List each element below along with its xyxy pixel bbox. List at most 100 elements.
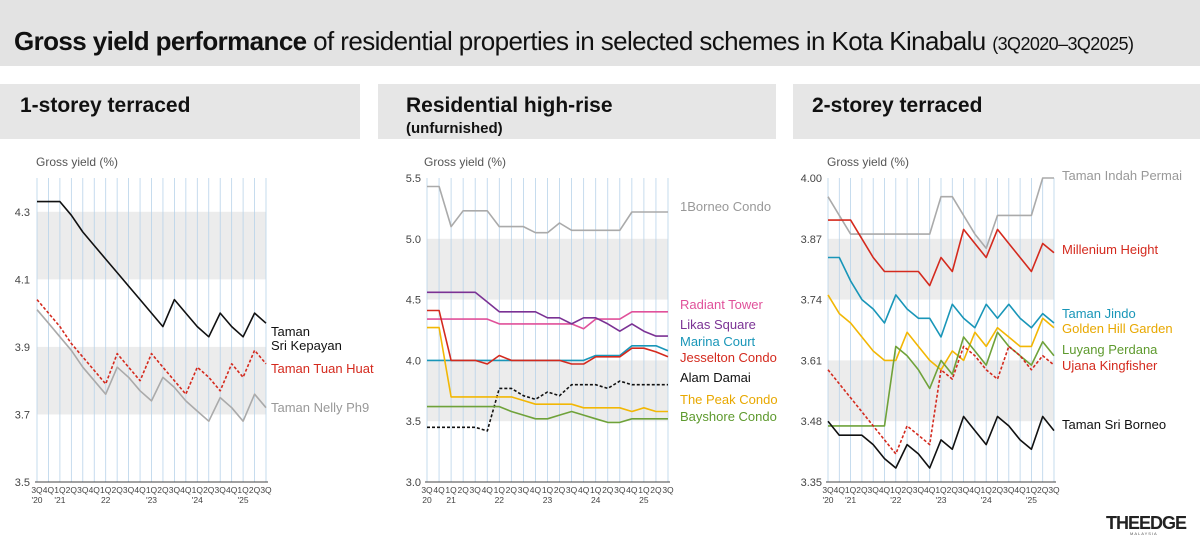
x-tick-label: 3Q xyxy=(958,485,970,495)
x-tick-label: 4Q xyxy=(226,485,238,495)
y-tick-label: 5.0 xyxy=(406,234,421,246)
series-label: Ujana Kingfisher xyxy=(1062,358,1158,373)
y-tick-label: 4.00 xyxy=(801,173,822,185)
x-tick-label: 2Q xyxy=(66,485,78,495)
x-tick-label: 2Q xyxy=(457,485,469,495)
y-tick-label: 4.3 xyxy=(15,207,30,219)
chart-3: Gross yield (%) 3.35 3.48 3.61 3.74 3.87 4.00 3… xyxy=(801,155,1182,505)
x-tick-year: 22 xyxy=(495,495,505,505)
panel-2-subtitle: (unfurnished) xyxy=(406,120,503,137)
x-tick-label: 2Q xyxy=(992,485,1004,495)
y-tick-label: 4.0 xyxy=(406,355,421,367)
y-tick-label: 3.74 xyxy=(801,295,822,307)
x-tick-label: 2Q xyxy=(1037,485,1049,495)
x-tick-label: 3Q xyxy=(566,485,578,495)
x-tick-label: 4Q xyxy=(1014,485,1026,495)
x-tick-label: 1Q xyxy=(845,485,857,495)
series-label: Taman Indah Permai xyxy=(1062,168,1182,183)
x-tick-label: 3Q xyxy=(913,485,925,495)
series-line-luyang-perdana xyxy=(828,331,1055,427)
y-tick-label: 3.5 xyxy=(406,416,421,428)
series-label: Millenium Height xyxy=(1062,242,1158,257)
series-line-taman-sri-kepayan xyxy=(37,200,267,338)
y-axis-label: Gross yield (%) xyxy=(36,155,118,169)
series-line-millenium-height xyxy=(828,219,1055,287)
panel-1-header xyxy=(0,84,360,139)
x-tick-label: 4Q xyxy=(834,485,846,495)
x-tick-label: 1Q xyxy=(981,485,993,495)
x-tick-year: '24 xyxy=(192,495,203,505)
x-tick-label: 1Q xyxy=(237,485,249,495)
series-line-alam-damai xyxy=(427,380,668,432)
y-tick-label: 3.9 xyxy=(15,342,30,354)
panel-3-title: 2-storey terraced xyxy=(812,94,983,117)
x-tick-label: 3Q xyxy=(1003,485,1015,495)
x-tick-label: 4Q xyxy=(578,485,590,495)
series-label: 1Borneo Condo xyxy=(680,199,771,214)
series-line-taman-nelly-ph9 xyxy=(36,309,267,423)
series-label: Sri Kepayan xyxy=(271,338,342,353)
series-label: Taman Nelly Ph9 xyxy=(271,400,369,415)
x-tick-label: 2Q xyxy=(203,485,215,495)
title-rest: of residential properties in selected sc… xyxy=(306,26,986,56)
series-line-jesselton-condo xyxy=(427,309,669,365)
x-tick-label: 3Q xyxy=(77,485,89,495)
x-tick-year: '22 xyxy=(890,495,901,505)
y-tick-label: 4.5 xyxy=(406,295,421,307)
x-tick-label: 1Q xyxy=(890,485,902,495)
y-axis-label: Gross yield (%) xyxy=(827,155,909,169)
x-tick-label: 3Q xyxy=(31,485,43,495)
x-tick-label: 4Q xyxy=(482,485,494,495)
x-tick-year: '20 xyxy=(822,495,833,505)
panel-3-header xyxy=(793,84,1200,139)
x-tick-label: 3Q xyxy=(123,485,135,495)
x-tick-year: 20 xyxy=(422,495,432,505)
x-tick-label: 3Q xyxy=(822,485,834,495)
logo-main: THEEDGE xyxy=(1106,513,1187,533)
series-line-taman-jindo xyxy=(828,256,1055,338)
panel-2-header xyxy=(378,84,776,139)
the-edge-logo: THEEDGE MALAYSIA xyxy=(1106,513,1187,536)
panel-2-title: Residential high-rise xyxy=(406,94,613,117)
series-label: Marina Court xyxy=(680,334,756,349)
series-label: Taman xyxy=(271,324,310,339)
x-tick-year: 25 xyxy=(639,495,649,505)
y-tick-label: 3.5 xyxy=(15,477,30,489)
series-line-taman-sri-borneo xyxy=(827,415,1055,469)
x-tick-year: '23 xyxy=(146,495,157,505)
x-tick-label: 3Q xyxy=(169,485,181,495)
y-tick-label: 5.5 xyxy=(406,173,421,185)
title-bold: Gross yield performance xyxy=(14,26,307,56)
x-tick-year: '25 xyxy=(1026,495,1037,505)
series-label: Taman Jindo xyxy=(1062,306,1136,321)
series-line-the-peak-condo xyxy=(427,326,668,413)
x-tick-label: 3Q xyxy=(260,485,272,495)
x-tick-label: 4Q xyxy=(924,485,936,495)
y-tick-label: 4.1 xyxy=(15,274,30,286)
x-tick-label: 4Q xyxy=(626,485,638,495)
page-title: Gross yield performance of residential p… xyxy=(14,26,1134,57)
x-tick-label: 4Q xyxy=(180,485,192,495)
x-tick-label: 1Q xyxy=(146,485,158,495)
x-tick-label: 4Q xyxy=(134,485,146,495)
x-tick-label: 4Q xyxy=(969,485,981,495)
x-tick-label: 2Q xyxy=(249,485,261,495)
x-tick-label: 2Q xyxy=(157,485,169,495)
series-label: Luyang Perdana xyxy=(1062,342,1158,357)
x-tick-label: 2Q xyxy=(947,485,959,495)
y-tick-label: 3.0 xyxy=(406,477,421,489)
series-line-bayshore-condo xyxy=(427,405,668,424)
x-tick-label: 1Q xyxy=(638,485,650,495)
series-label: Golden Hill Garden xyxy=(1062,321,1173,336)
x-tick-label: 1Q xyxy=(445,485,457,495)
y-tick-label: 3.87 xyxy=(801,234,822,246)
x-tick-year: '21 xyxy=(54,495,65,505)
x-tick-label: 1Q xyxy=(542,485,554,495)
x-tick-year: '25 xyxy=(238,495,249,505)
x-tick-label: 4Q xyxy=(530,485,542,495)
x-tick-label: 3Q xyxy=(215,485,227,495)
series-label: Alam Damai xyxy=(680,370,751,385)
